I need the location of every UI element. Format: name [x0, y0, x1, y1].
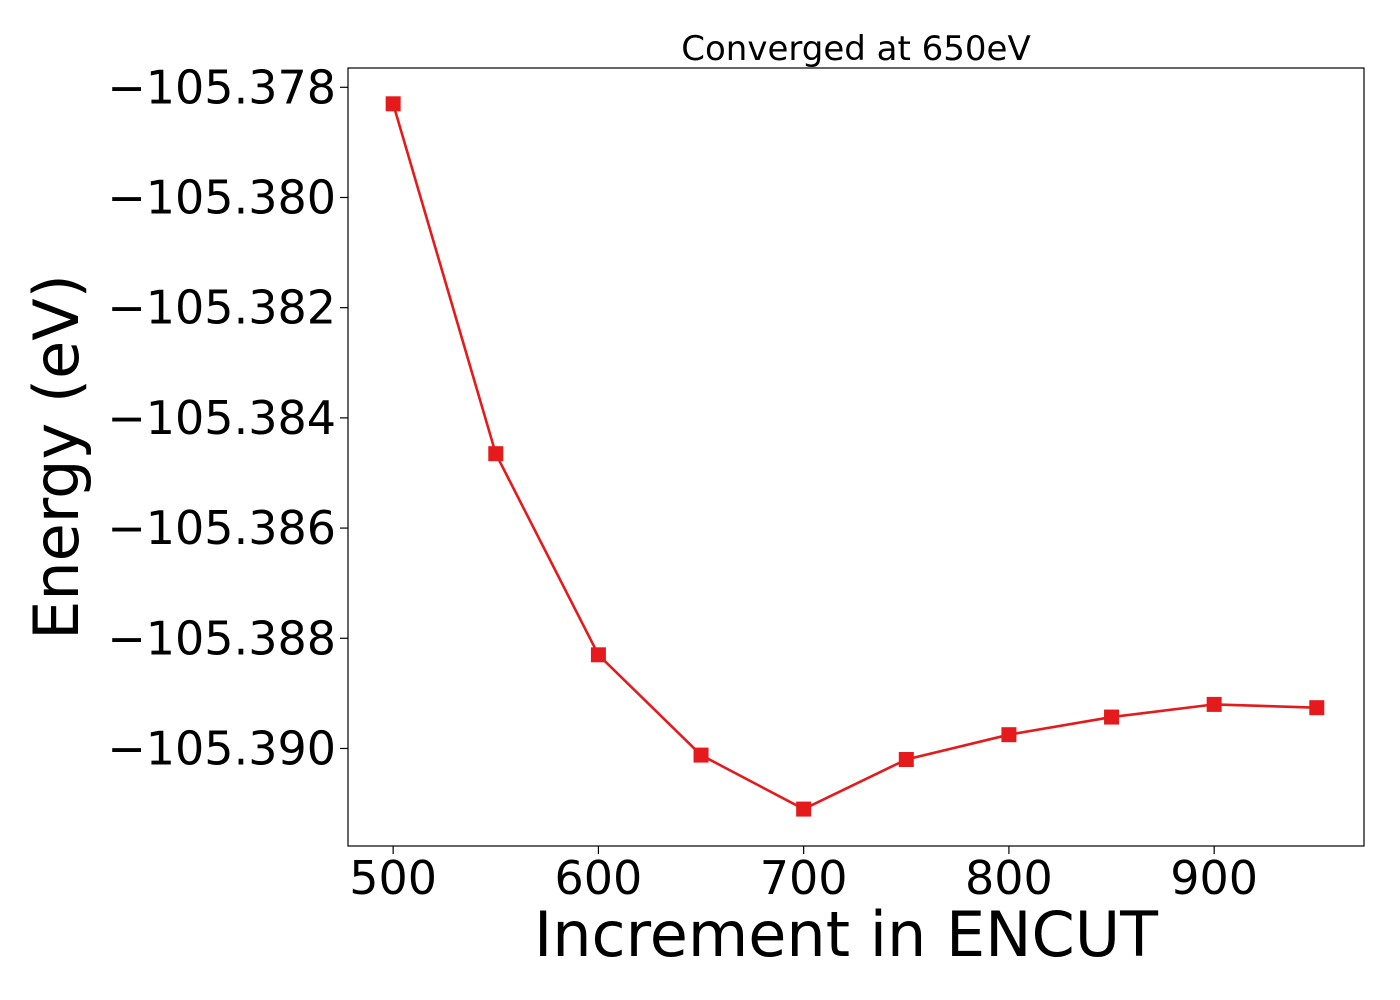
x-tick-label: 800	[965, 851, 1053, 905]
data-point	[1104, 709, 1120, 725]
x-axis-title: Increment in ENCUT	[534, 898, 1159, 971]
y-tick-label: −105.384	[107, 391, 336, 445]
y-axis-title: Energy (eV)	[20, 274, 93, 640]
series-line	[391, 103, 1317, 811]
data-point	[1309, 700, 1325, 716]
y-tick-label: −105.382	[107, 281, 336, 335]
x-tick-label: 600	[555, 851, 643, 905]
plot-frame	[347, 67, 1365, 847]
data-point	[590, 647, 606, 663]
y-tick-label: −105.390	[107, 721, 336, 775]
y-tick-label: −105.388	[107, 611, 336, 665]
data-point	[488, 446, 504, 462]
data-point	[1206, 696, 1222, 712]
x-tick-label: 900	[1170, 851, 1258, 905]
chart-title: Converged at 650eV	[681, 29, 1030, 69]
x-tick-label: 500	[349, 851, 437, 905]
x-tick-label: 700	[760, 851, 848, 905]
data-point	[796, 801, 812, 817]
y-tick-label: −105.386	[107, 501, 336, 555]
data-point	[898, 751, 914, 767]
data-point	[693, 747, 709, 763]
y-tick-label: −105.380	[107, 170, 336, 224]
data-point	[385, 96, 401, 112]
data-point	[1001, 727, 1017, 743]
plot-area: 500 600 700 800 900 −105.378 −105.380 −105.382 −…	[107, 60, 1365, 905]
y-tick-label: −105.378	[107, 60, 336, 114]
